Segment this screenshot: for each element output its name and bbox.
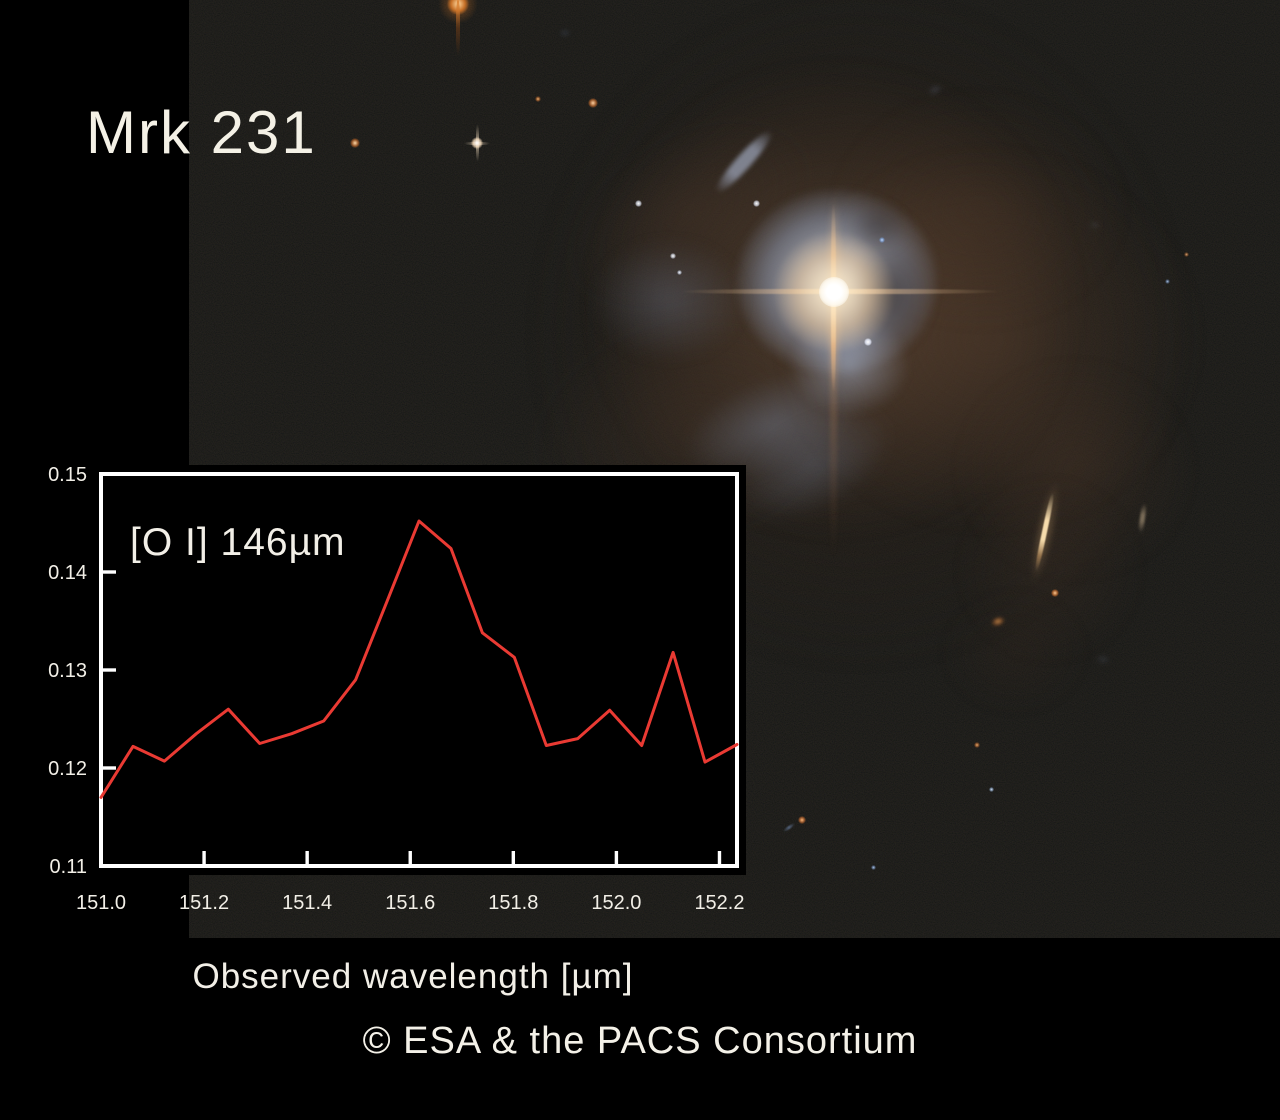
x-tick-label: 151.6 [385,892,435,914]
x-axis-label: Observed wavelength [µm] [192,957,633,996]
y-tick-label: 0.11 [50,856,87,878]
x-tick-label: 152.0 [591,892,641,914]
x-tick-label: 151.4 [282,892,332,914]
x-tick-label: 151.0 [76,892,126,914]
x-tick-label: 151.8 [488,892,538,914]
page-title: Mrk 231 [86,99,317,166]
y-tick-label: 0.13 [48,660,87,682]
spectrum-line [99,519,739,799]
line-label: [O I] 146µm [130,521,346,564]
x-tick-label: 152.2 [694,892,744,914]
spectrum-plot: 151.0 151.2 151.4 151.6 151.8 152.0 152.2 0.11 0… [48,464,746,996]
credit-caption: © ESA & the PACS Consortium [362,1020,918,1062]
x-tick-label: 151.2 [179,892,229,914]
y-tick-label: 0.12 [48,758,87,780]
y-tick-label: 0.14 [48,562,87,584]
spectrum-chart: 151.0 151.2 151.4 151.6 151.8 152.0 152.2 0.11 0… [40,455,770,1015]
plot-frame [99,472,739,868]
y-tick-label: 0.15 [48,464,87,486]
